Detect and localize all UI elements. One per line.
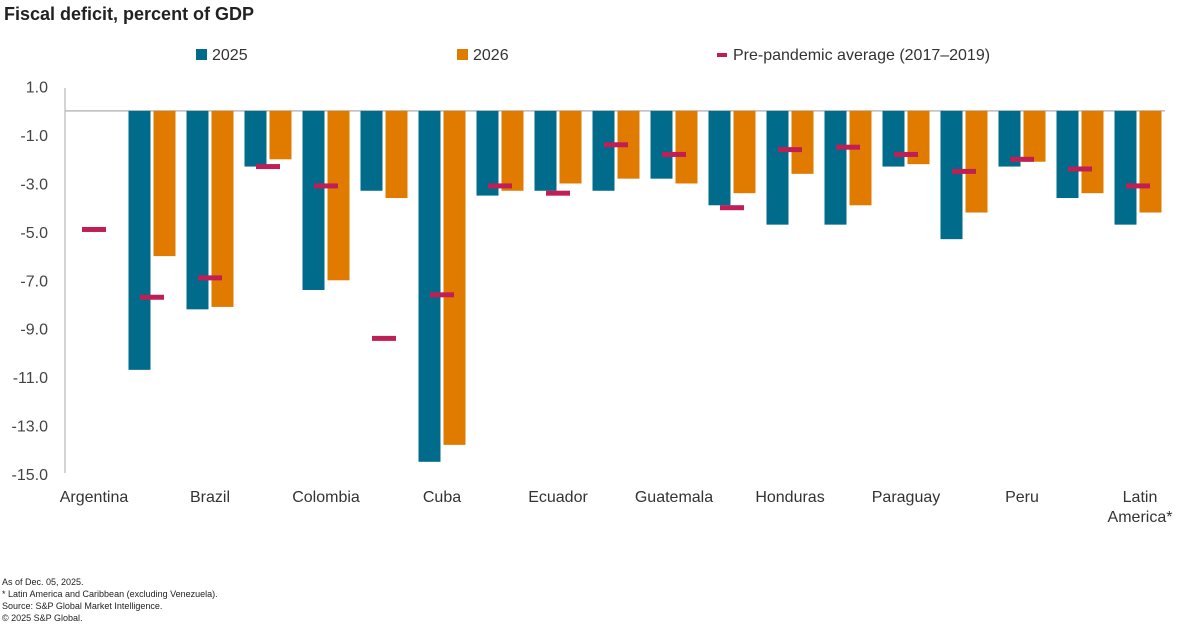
x-tick-label: Colombia xyxy=(292,489,360,506)
marker-pre-pandemic xyxy=(1010,156,1034,162)
marker-pre-pandemic xyxy=(82,226,106,232)
bar-2026 xyxy=(1081,110,1104,194)
marker-pre-pandemic xyxy=(720,205,744,211)
footnote-copyright: © 2025 S&P Global. xyxy=(2,613,83,623)
bar-2025 xyxy=(824,110,847,225)
x-tick-label: America* xyxy=(1108,509,1173,526)
legend-label-2025: 2025 xyxy=(212,47,248,64)
bar-2026 xyxy=(1139,110,1162,213)
x-tick-label: Guatemala xyxy=(635,489,713,506)
x-tick-label: Brazil xyxy=(190,489,230,506)
bar-2026 xyxy=(211,110,234,307)
x-tick-label: Argentina xyxy=(60,489,129,506)
marker-pre-pandemic xyxy=(604,142,628,148)
bar-2025 xyxy=(650,110,673,179)
marker-pre-pandemic xyxy=(430,292,454,298)
bar-2025 xyxy=(940,110,963,240)
bar-2025 xyxy=(418,110,441,462)
bar-2026 xyxy=(965,110,988,213)
bar-2025 xyxy=(592,110,615,191)
x-tick-label: Latin xyxy=(1123,489,1158,506)
marker-pre-pandemic xyxy=(836,144,860,150)
bar-2025 xyxy=(244,110,267,167)
bar-2025 xyxy=(186,110,209,310)
bar-2025 xyxy=(1056,110,1079,199)
footnote-source: Source: S&P Global Market Intelligence. xyxy=(2,601,163,611)
bar-2025 xyxy=(708,110,731,206)
bar-2026 xyxy=(443,110,466,445)
y-tick-label: -1.0 xyxy=(20,128,48,145)
bar-2025 xyxy=(360,110,383,191)
bar-2025 xyxy=(128,110,151,370)
x-tick-label: Paraguay xyxy=(872,489,941,506)
bar-2026 xyxy=(327,110,350,281)
marker-pre-pandemic xyxy=(662,151,686,157)
y-tick-label: -11.0 xyxy=(13,370,48,387)
x-tick-label: Honduras xyxy=(755,489,824,506)
bar-2025 xyxy=(534,110,557,191)
x-tick-label: Ecuador xyxy=(528,489,588,506)
footnote-date: As of Dec. 05, 2025. xyxy=(2,577,84,587)
bar-2026 xyxy=(675,110,698,184)
y-tick-label: 1.0 xyxy=(26,80,48,97)
legend-label-2026: 2026 xyxy=(473,47,509,64)
bar-2026 xyxy=(559,110,582,184)
y-tick-label: -13.0 xyxy=(12,419,49,436)
marker-pre-pandemic xyxy=(952,168,976,174)
y-tick-label: -15.0 xyxy=(12,467,49,484)
marker-pre-pandemic xyxy=(894,151,918,157)
marker-pre-pandemic xyxy=(778,147,802,153)
bar-2025 xyxy=(882,110,905,167)
legend-swatch-pre-pandemic xyxy=(717,53,727,57)
bar-2026 xyxy=(907,110,930,165)
bar-2026 xyxy=(269,110,292,160)
bar-2026 xyxy=(791,110,814,174)
x-tick-label: Peru xyxy=(1005,489,1039,506)
chart-title: Fiscal deficit, percent of GDP xyxy=(4,4,255,24)
bar-2026 xyxy=(849,110,872,206)
marker-pre-pandemic xyxy=(198,275,222,281)
y-tick-label: -3.0 xyxy=(20,177,48,194)
marker-pre-pandemic xyxy=(372,335,396,341)
bar-2026 xyxy=(501,110,524,191)
bar-2025 xyxy=(998,110,1021,167)
legend-label-pre-pandemic: Pre-pandemic average (2017–2019) xyxy=(733,47,990,64)
marker-pre-pandemic xyxy=(488,183,512,189)
bar-2025 xyxy=(1114,110,1137,225)
y-tick-label: -7.0 xyxy=(20,273,48,290)
chart: 1.0 -1.0 -3.0 -5.0 -7.0 -9.0 -11.0 -13.0 -15.0 Ar… xyxy=(12,47,1173,526)
x-tick-label: Cuba xyxy=(423,489,461,506)
marker-pre-pandemic xyxy=(1068,166,1092,172)
footnote-region: * Latin America and Caribbean (excluding… xyxy=(2,589,218,599)
bar-2026 xyxy=(1023,110,1046,162)
bar-2026 xyxy=(617,110,640,179)
marker-pre-pandemic xyxy=(546,190,570,196)
y-tick-label: -5.0 xyxy=(20,225,48,242)
bar-2025 xyxy=(302,110,325,290)
y-tick-label: -9.0 xyxy=(20,322,48,339)
bar-2026 xyxy=(385,110,408,199)
marker-pre-pandemic xyxy=(1126,183,1150,189)
legend-swatch-2025 xyxy=(196,49,207,60)
bar-2025 xyxy=(476,110,499,196)
marker-pre-pandemic xyxy=(256,164,280,170)
marker-pre-pandemic xyxy=(140,294,164,300)
bar-2026 xyxy=(733,110,756,194)
bar-2025 xyxy=(766,110,789,225)
legend-swatch-2026 xyxy=(457,49,468,60)
bar-2026 xyxy=(153,110,176,257)
marker-pre-pandemic xyxy=(314,183,338,189)
